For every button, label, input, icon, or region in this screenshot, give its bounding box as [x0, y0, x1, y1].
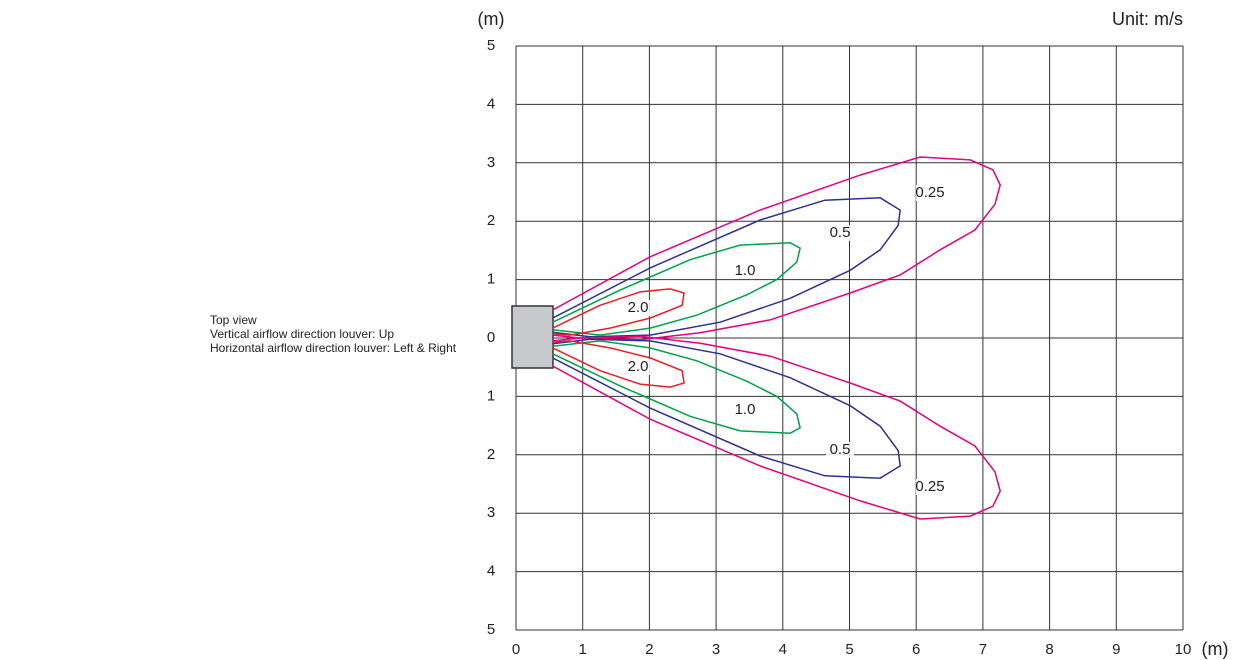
x-tick-label: 10 [1175, 641, 1192, 658]
label-bg [624, 359, 652, 375]
label-bg [624, 300, 652, 316]
y-tick-label: 1 [487, 387, 495, 404]
label-bg [731, 402, 759, 418]
y-tick-label: 5 [487, 37, 495, 54]
note: Top view [210, 313, 257, 327]
x-tick-label: 5 [845, 641, 853, 658]
label-bg [826, 442, 854, 458]
y-tick-label: 2 [487, 212, 495, 229]
x-axis-label: (m) [1202, 639, 1229, 659]
contour-line [552, 288, 685, 336]
contour-line [552, 156, 1001, 341]
y-tick-label: 4 [487, 95, 495, 112]
label-bg [731, 263, 759, 279]
x-tick-label: 7 [979, 641, 987, 658]
y-tick-label: 0 [487, 329, 495, 346]
y-tick-label: 3 [487, 154, 495, 171]
y-tick-label: 5 [487, 621, 495, 638]
contour-line [552, 340, 801, 434]
contour-line [552, 340, 685, 388]
unit-note: Unit: m/s [1112, 9, 1183, 29]
contour-label: 1.0 [735, 262, 756, 279]
x-tick-label: 3 [712, 641, 720, 658]
unit-box [511, 305, 554, 369]
contour-line [552, 335, 1001, 520]
x-tick-label: 8 [1045, 641, 1053, 658]
x-tick-label: 6 [912, 641, 920, 658]
label-bg [916, 185, 944, 201]
x-tick-label: 4 [779, 641, 787, 658]
contour-line [552, 242, 801, 336]
x-tick-label: 9 [1112, 641, 1120, 658]
y-tick-label: 1 [487, 271, 495, 288]
contour-label: 1.0 [735, 401, 756, 418]
y-axis-label: (m) [478, 9, 505, 29]
x-tick-label: 0 [512, 641, 520, 658]
contour-label: 0.5 [830, 441, 851, 458]
y-tick-label: 4 [487, 563, 495, 580]
note: Horizontal airflow direction louver: Lef… [210, 341, 457, 355]
contour-label: 0.25 [915, 478, 944, 495]
contour-label: 2.0 [628, 299, 649, 316]
x-tick-label: 1 [579, 641, 587, 658]
contour-line [552, 338, 902, 479]
label-bg [826, 225, 854, 241]
contour-label: 0.5 [830, 224, 851, 241]
contour-label: 0.25 [915, 184, 944, 201]
label-bg [916, 479, 944, 495]
y-tick-label: 3 [487, 504, 495, 521]
contour-label: 2.0 [628, 358, 649, 375]
note: Vertical airflow direction louver: Up [210, 327, 394, 341]
contour-line [552, 197, 902, 338]
x-tick-label: 2 [645, 641, 653, 658]
y-tick-label: 2 [487, 446, 495, 463]
